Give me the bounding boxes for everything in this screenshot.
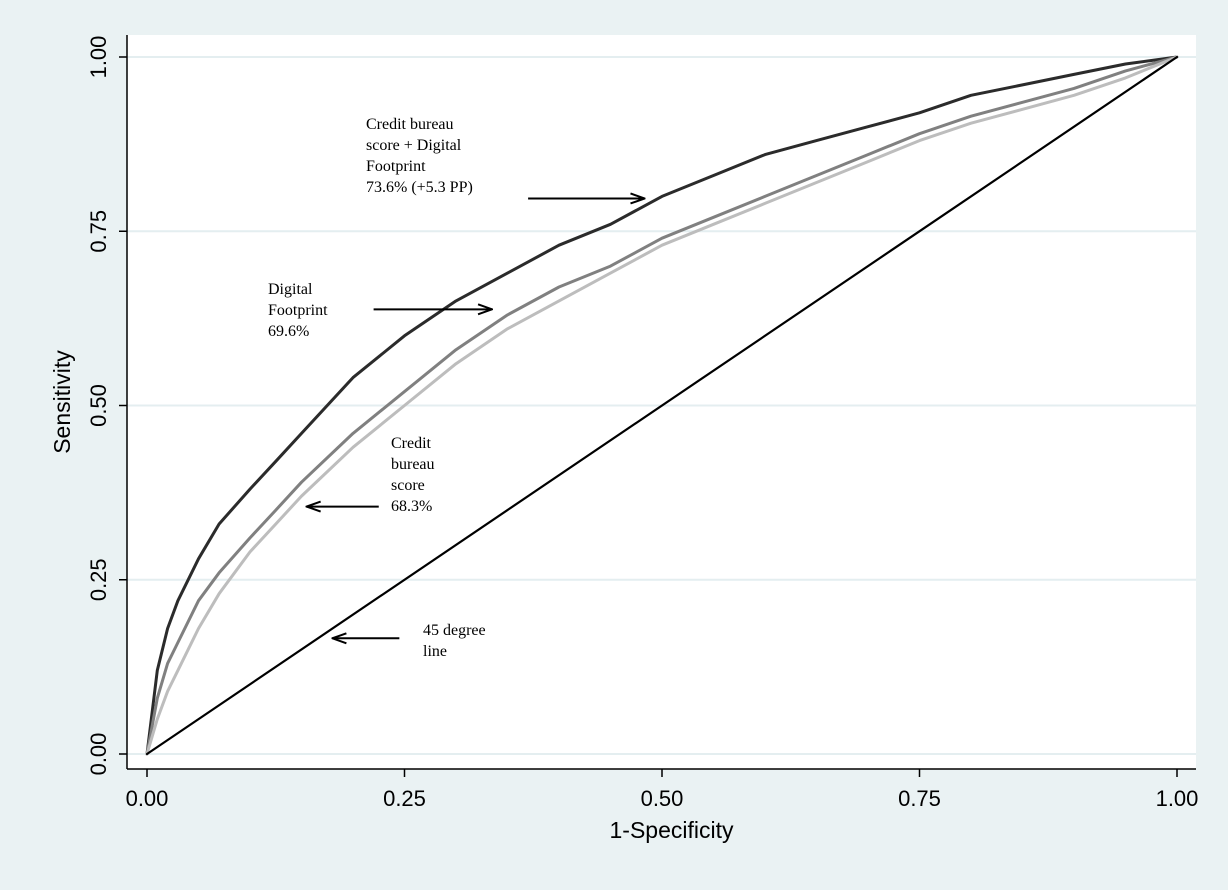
annotation-0-line-2: Footprint xyxy=(366,158,426,175)
y-tick-label-1: 0.25 xyxy=(86,558,111,601)
annotation-0-line-0: Credit bureau xyxy=(366,116,454,133)
series-line-2 xyxy=(145,55,1179,756)
series-layer xyxy=(145,55,1179,756)
annotations: Credit bureau score + Digital Footprint 73.… xyxy=(268,116,644,660)
x-tick-label-1: 0.25 xyxy=(383,786,426,811)
annotation-2-line-3: 68.3% xyxy=(391,498,432,515)
series-line-0 xyxy=(145,55,1179,756)
annotation-1-line-1: Footprint xyxy=(268,302,328,319)
y-tick-label-0: 0.00 xyxy=(86,733,111,776)
annotation-2-line-1: bureau xyxy=(391,456,435,473)
annotation-0-line-1: score + Digital xyxy=(366,137,462,154)
x-tick-label-3: 0.75 xyxy=(898,786,941,811)
annotation-3-line-0: 45 degree xyxy=(423,622,486,639)
y-axis-title: Sensitivity xyxy=(49,350,75,454)
x-axis-title: 1-Specificity xyxy=(610,817,734,843)
annotation-0-line-3: 73.6% (+5.3 PP) xyxy=(366,179,473,196)
annotation-1-line-0: Digital xyxy=(268,281,313,298)
annotation-2-line-2: score xyxy=(391,477,425,494)
annotation-1-line-2: 69.6% xyxy=(268,323,309,340)
x-tick-label-4: 1.00 xyxy=(1156,786,1199,811)
series-line-1 xyxy=(145,55,1179,756)
y-tick-label-3: 0.75 xyxy=(86,210,111,253)
y-tick-label-4: 1.00 xyxy=(86,36,111,79)
y-tick-label-2: 0.50 xyxy=(86,384,111,427)
series-line-3 xyxy=(145,55,1179,756)
annotation-3-line-1: line xyxy=(423,643,447,660)
annotation-2-line-0: Credit xyxy=(391,435,432,452)
x-tick-label-0: 0.00 xyxy=(126,786,169,811)
ticks: 0.00 0.25 0.50 0.75 1.00 0.00 0.25 0.50 0.75 1.00 xyxy=(86,36,1198,811)
x-tick-label-2: 0.50 xyxy=(641,786,684,811)
